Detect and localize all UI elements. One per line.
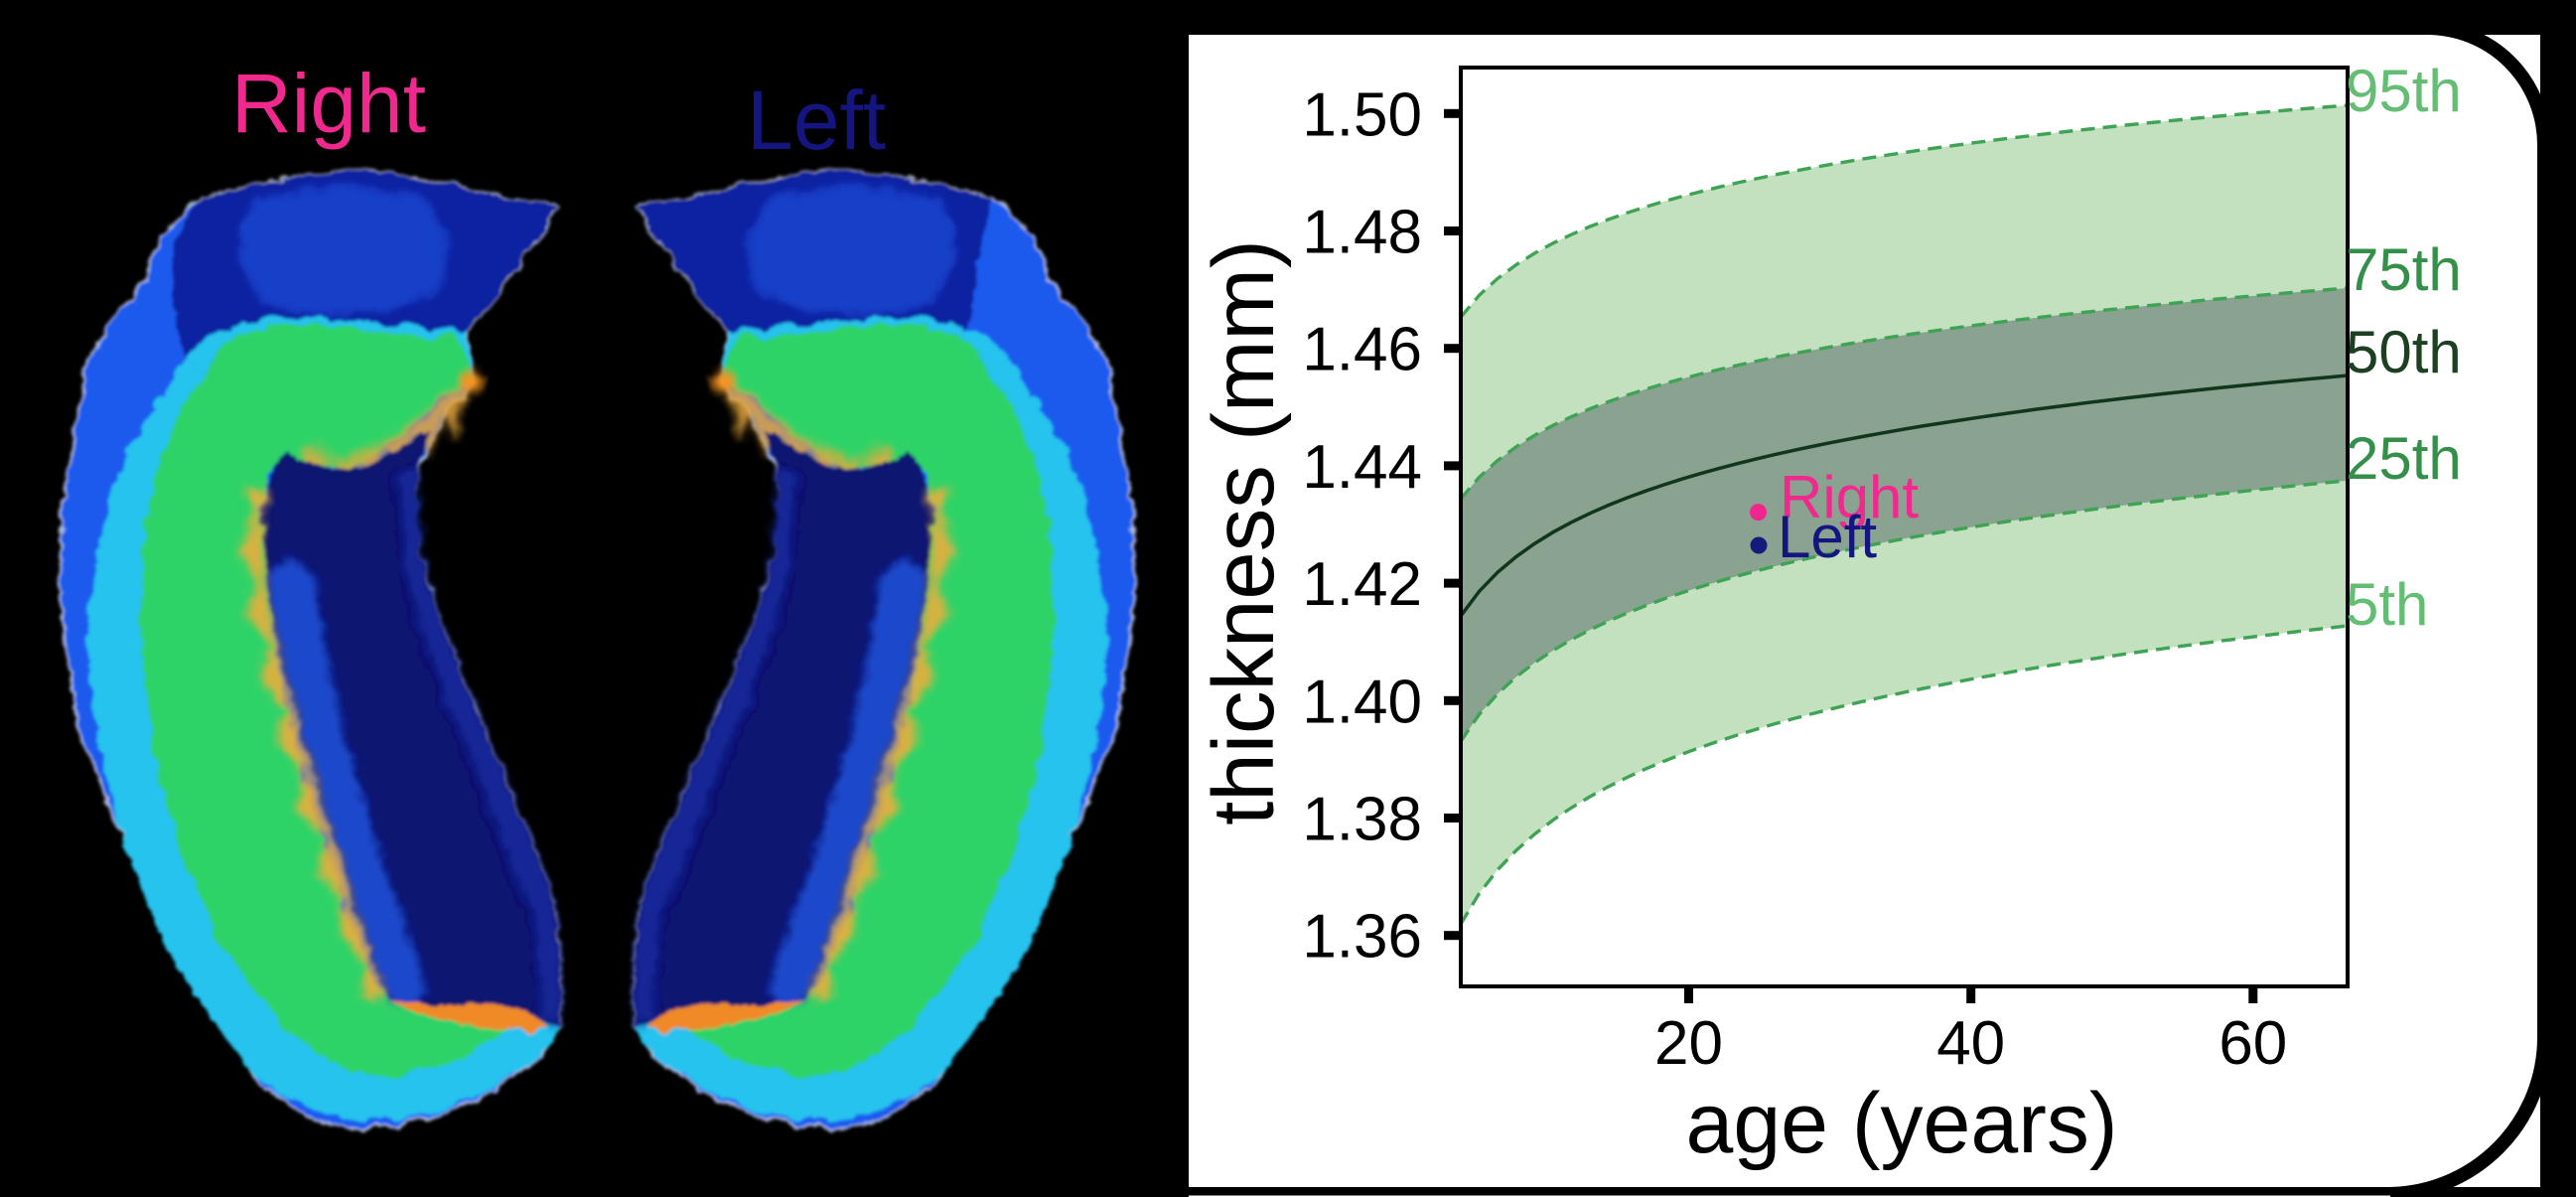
svg-text:20: 20 [1654, 1009, 1723, 1078]
svg-text:25th: 25th [2346, 425, 2462, 492]
svg-text:age (years): age (years) [1686, 1076, 2118, 1171]
svg-text:50th: 50th [2346, 319, 2462, 385]
svg-text:Right: Right [231, 57, 426, 150]
svg-text:Right: Right [1780, 464, 1919, 530]
svg-text:75th: 75th [2346, 236, 2462, 303]
svg-text:1.36: 1.36 [1302, 903, 1422, 972]
svg-text:1.40: 1.40 [1302, 668, 1422, 736]
svg-text:95th: 95th [2346, 58, 2462, 124]
svg-text:1.44: 1.44 [1302, 433, 1422, 502]
svg-text:1.50: 1.50 [1302, 80, 1422, 149]
svg-text:40: 40 [1936, 1009, 2005, 1078]
svg-text:60: 60 [2218, 1009, 2287, 1078]
svg-text:thickness (mm): thickness (mm) [1196, 239, 1292, 825]
svg-text:1.38: 1.38 [1302, 786, 1422, 854]
svg-text:1.46: 1.46 [1302, 316, 1422, 384]
svg-text:Left: Left [1778, 504, 1877, 570]
svg-text:1.48: 1.48 [1302, 199, 1422, 267]
svg-text:5th: 5th [2346, 571, 2428, 638]
svg-text:1.42: 1.42 [1302, 550, 1422, 619]
svg-text:Left: Left [747, 74, 886, 167]
